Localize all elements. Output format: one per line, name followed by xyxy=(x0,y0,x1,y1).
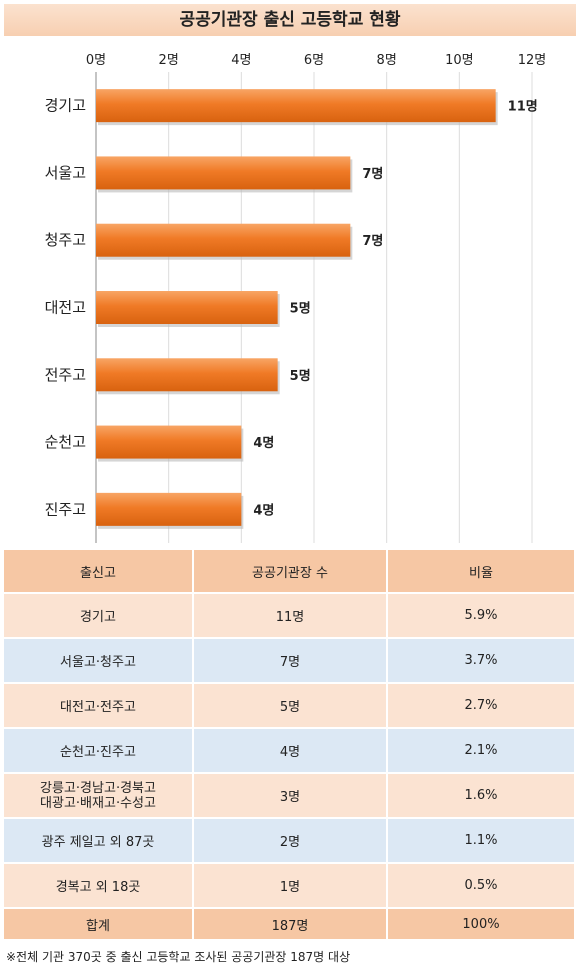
bar xyxy=(96,89,496,123)
category-label: 경기고 xyxy=(45,97,86,115)
cell-school: 대전고·전주고 xyxy=(4,684,194,729)
table-row: 강릉고·경남고·경북고 대광고·배재고·수성고 3명 1.6% xyxy=(4,774,576,819)
bar xyxy=(96,156,351,190)
x-tick-label: 12명 xyxy=(518,53,547,68)
bar xyxy=(96,492,242,526)
header-count: 공공기관장 수 xyxy=(194,550,388,594)
bar xyxy=(96,358,278,392)
footnote: ※전체 기관 370곳 중 출신 고등학교 조사된 공공기관장 187명 대상 xyxy=(6,950,351,964)
cell-ratio: 2.1% xyxy=(388,729,576,774)
value-label: 7명 xyxy=(362,166,383,182)
table-row: 서울고·청주고 7명 3.7% xyxy=(4,639,576,684)
x-tick-label: 6명 xyxy=(304,53,324,68)
table-row: 순천고·진주고 4명 2.1% xyxy=(4,729,576,774)
bar xyxy=(96,291,278,324)
chart-title: 공공기관장 출신 고등학교 현황 xyxy=(179,10,401,30)
cell-total-ratio: 100% xyxy=(388,909,576,941)
table-row: 경기고 11명 5.9% xyxy=(4,594,576,639)
x-tick-label: 4명 xyxy=(231,53,251,68)
cell-school: 광주 제일고 외 87곳 xyxy=(4,819,194,864)
table-total-row: 합계 187명 100% xyxy=(4,909,576,941)
cell-ratio: 3.7% xyxy=(388,639,576,684)
category-label: 대전고 xyxy=(45,299,86,317)
cell-ratio: 1.6% xyxy=(388,774,576,819)
x-tick-label: 2명 xyxy=(159,53,179,68)
cell-count: 3명 xyxy=(194,774,388,819)
cell-count: 4명 xyxy=(194,729,388,774)
value-label: 11명 xyxy=(508,99,538,115)
header-ratio: 비율 xyxy=(388,550,576,594)
cell-school-line1: 강릉고·경남고·경북고 xyxy=(40,780,156,796)
category-label: 순천고 xyxy=(45,433,86,451)
category-label: 전주고 xyxy=(45,366,86,384)
cell-school: 경복고 외 18곳 xyxy=(4,864,194,909)
header-school: 출신고 xyxy=(4,550,194,594)
cell-school-line2: 대광고·배재고·수성고 xyxy=(40,795,156,811)
cell-ratio: 0.5% xyxy=(388,864,576,909)
value-labels: 11명 7명 7명 5명 5명 4명 4명 xyxy=(253,99,537,519)
value-label: 4명 xyxy=(253,435,274,451)
value-label: 7명 xyxy=(362,233,383,249)
category-label: 서울고 xyxy=(45,164,86,182)
cell-count: 1명 xyxy=(194,864,388,909)
cell-count: 2명 xyxy=(194,819,388,864)
category-label: 청주고 xyxy=(45,231,86,249)
bar xyxy=(96,425,242,459)
table-row: 경복고 외 18곳 1명 0.5% xyxy=(4,864,576,909)
cell-school: 강릉고·경남고·경북고 대광고·배재고·수성고 xyxy=(4,774,194,819)
x-tick-label: 0명 xyxy=(86,53,106,68)
cell-school: 서울고·청주고 xyxy=(4,639,194,684)
cell-ratio: 2.7% xyxy=(388,684,576,729)
category-label: 진주고 xyxy=(45,500,86,518)
title-bar: 공공기관장 출신 고등학교 현황 xyxy=(4,4,576,36)
cell-ratio: 5.9% xyxy=(388,594,576,639)
stats-table: 출신고 공공기관장 수 비율 경기고 11명 5.9% 서울고·청주고 7명 3… xyxy=(4,550,576,941)
x-tick-labels: 0명 2명 4명 6명 8명 10명 12명 xyxy=(86,53,546,68)
cell-total-label: 합계 xyxy=(4,909,194,941)
cell-count: 7명 xyxy=(194,639,388,684)
cell-total-count: 187명 xyxy=(194,909,388,941)
table-header-row: 출신고 공공기관장 수 비율 xyxy=(4,550,576,594)
cell-count: 11명 xyxy=(194,594,388,639)
bar xyxy=(96,223,351,257)
x-tick-label: 10명 xyxy=(445,53,474,68)
cell-school: 경기고 xyxy=(4,594,194,639)
cell-ratio: 1.1% xyxy=(388,819,576,864)
value-label: 5명 xyxy=(290,301,311,317)
value-label: 5명 xyxy=(290,368,311,384)
value-label: 4명 xyxy=(253,502,274,518)
x-tick-label: 8명 xyxy=(377,53,397,68)
cell-count: 5명 xyxy=(194,684,388,729)
bars xyxy=(96,89,498,529)
table-row: 대전고·전주고 5명 2.7% xyxy=(4,684,576,729)
table-row: 광주 제일고 외 87곳 2명 1.1% xyxy=(4,819,576,864)
cell-school: 순천고·진주고 xyxy=(4,729,194,774)
